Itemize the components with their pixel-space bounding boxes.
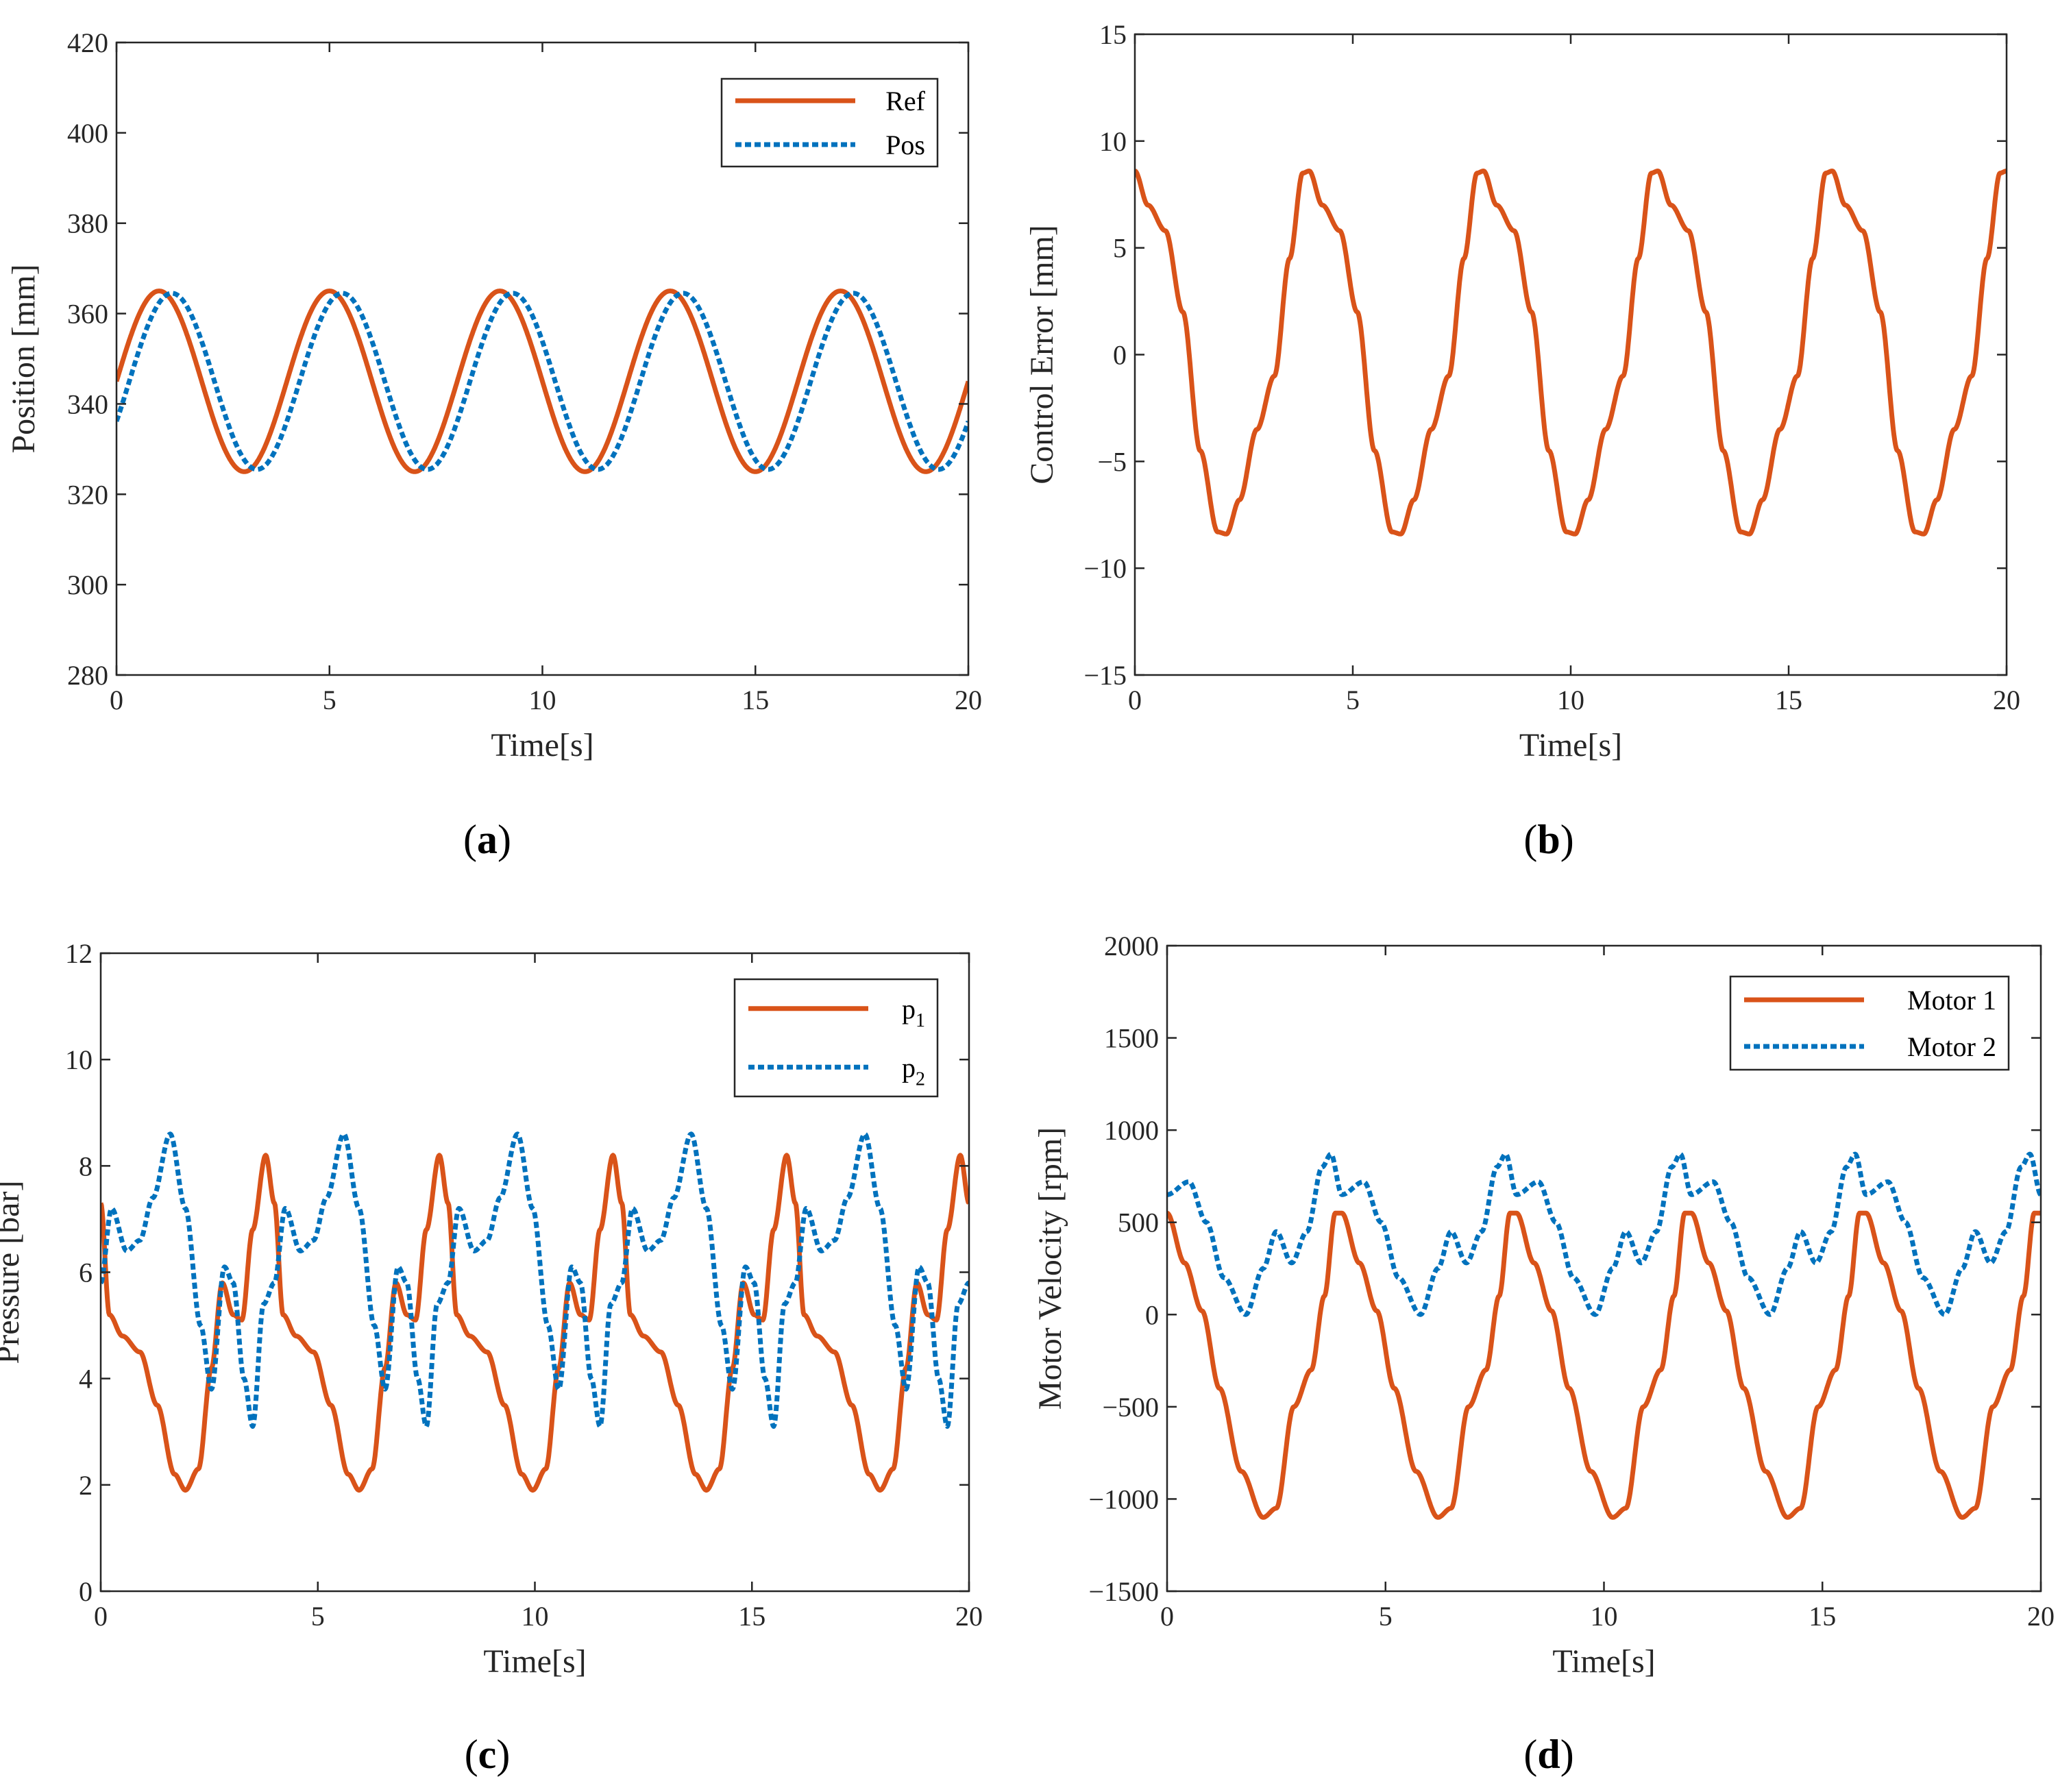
legend-label-1: p1 bbox=[902, 994, 925, 1031]
y-tick-label: 4 bbox=[79, 1364, 93, 1395]
x-tick-label: 10 bbox=[1591, 1601, 1618, 1632]
plot-frame bbox=[1133, 33, 2008, 676]
panel-caption: (a) bbox=[463, 817, 511, 862]
y-axis-label: Motor Velocity [rpm] bbox=[1032, 1127, 1068, 1410]
legend-box bbox=[1729, 975, 2010, 1071]
legend-label-1: Motor 1 bbox=[1907, 985, 1996, 1016]
x-tick-label: 15 bbox=[1775, 685, 1802, 715]
series-line-motor-1 bbox=[1167, 1210, 2041, 1520]
x-tick-label: 0 bbox=[110, 685, 123, 715]
x-tick-label: 0 bbox=[1160, 1601, 1174, 1632]
x-tick-label: 20 bbox=[955, 1601, 983, 1632]
y-tick-label: 0 bbox=[1113, 340, 1127, 371]
y-tick-label: −15 bbox=[1083, 660, 1127, 691]
x-tick-label: 15 bbox=[742, 685, 769, 715]
x-tick-label: 0 bbox=[94, 1601, 108, 1632]
chart-panel-b: 0 5 10 15 20 −15 −10 −5 0 5 10 15 Time[s] Control Err… bbox=[1024, 19, 2020, 862]
x-tick-label: 5 bbox=[323, 685, 336, 715]
x-tick-label: 5 bbox=[311, 1601, 325, 1632]
y-tick-label: 1000 bbox=[1104, 1115, 1159, 1146]
x-tick-label: 10 bbox=[522, 1601, 549, 1632]
y-axis-label: Control Error [mm] bbox=[1024, 225, 1060, 484]
y-tick-label: 500 bbox=[1118, 1207, 1159, 1238]
y-tick-label: −1500 bbox=[1088, 1576, 1159, 1607]
y-axis-label: Position [mm] bbox=[5, 264, 42, 453]
legend-label-2: Pos bbox=[885, 130, 925, 160]
y-tick-label: 380 bbox=[67, 208, 108, 239]
x-tick-label: 5 bbox=[1379, 1601, 1393, 1632]
x-axis-label: Time[s] bbox=[483, 1643, 586, 1680]
legend: Ref Pos bbox=[720, 77, 939, 168]
y-tick-label: 8 bbox=[79, 1151, 93, 1181]
y-tick-label: 2000 bbox=[1104, 931, 1159, 961]
x-tick-label: 10 bbox=[1557, 685, 1584, 715]
y-tick-label: −1000 bbox=[1088, 1484, 1159, 1514]
y-tick-label: 280 bbox=[67, 660, 108, 691]
y-tick-label: 10 bbox=[1099, 126, 1127, 157]
chart-panel-c: 0 5 10 15 20 0 2 4 6 8 10 12 Time[s] Pressure [bar] p1… bbox=[0, 938, 983, 1777]
y-tick-label: 320 bbox=[67, 479, 108, 510]
chart-panel-d: 0 5 10 15 20 −1500 −1000 −500 0 500 1000 1500 2000 Ti… bbox=[1032, 931, 2055, 1777]
y-tick-label: 10 bbox=[65, 1044, 93, 1075]
x-tick-label: 15 bbox=[738, 1601, 765, 1632]
panel-caption: (d) bbox=[1523, 1732, 1573, 1777]
series-line-pos bbox=[117, 291, 968, 472]
y-tick-label: 400 bbox=[67, 118, 108, 149]
legend-label-2: Motor 2 bbox=[1907, 1031, 1996, 1062]
legend: p1 p2 bbox=[733, 978, 939, 1098]
x-tick-label: 5 bbox=[1346, 685, 1360, 715]
x-axis-label: Time[s] bbox=[491, 727, 593, 763]
y-tick-label: 0 bbox=[79, 1576, 93, 1607]
legend-label-2: p2 bbox=[902, 1052, 925, 1090]
x-tick-label: 20 bbox=[955, 685, 982, 715]
series-line-ref bbox=[117, 289, 968, 474]
y-tick-label: 15 bbox=[1099, 19, 1127, 50]
panel-caption: (b) bbox=[1523, 817, 1573, 862]
x-axis-label: Time[s] bbox=[1519, 727, 1622, 763]
y-tick-label: −500 bbox=[1102, 1392, 1159, 1423]
y-tick-label: 360 bbox=[67, 299, 108, 330]
legend: Motor 1 Motor 2 bbox=[1729, 975, 2010, 1071]
y-tick-label: −5 bbox=[1097, 446, 1127, 477]
x-tick-label: 15 bbox=[1809, 1601, 1836, 1632]
x-tick-label: 20 bbox=[1993, 685, 2020, 715]
y-axis-label: Pressure [bar] bbox=[0, 1181, 26, 1364]
y-tick-label: 6 bbox=[79, 1257, 93, 1288]
legend-box bbox=[733, 978, 939, 1098]
x-tick-label: 10 bbox=[529, 685, 556, 715]
x-tick-label: 20 bbox=[2027, 1601, 2055, 1632]
y-tick-label: 1500 bbox=[1104, 1023, 1159, 1054]
series-line-p1 bbox=[101, 1153, 969, 1493]
legend-box bbox=[720, 77, 939, 168]
series-line-error bbox=[1135, 169, 2007, 537]
x-tick-label: 0 bbox=[1128, 685, 1142, 715]
y-tick-label: 340 bbox=[67, 389, 108, 419]
chart-panel-a: 0 5 10 15 20 280 300 320 340 360 380 400 420 Time[s] P… bbox=[5, 27, 982, 862]
y-tick-label: 2 bbox=[79, 1470, 93, 1501]
y-tick-label: 0 bbox=[1145, 1299, 1159, 1330]
y-tick-label: 300 bbox=[67, 569, 108, 600]
panel-caption: (c) bbox=[465, 1732, 511, 1777]
y-tick-label: 420 bbox=[67, 27, 108, 58]
y-tick-label: 5 bbox=[1113, 233, 1127, 264]
x-axis-label: Time[s] bbox=[1552, 1643, 1655, 1680]
series-line-motor-2 bbox=[1167, 1151, 2041, 1317]
y-tick-label: −10 bbox=[1083, 553, 1127, 584]
legend-label-1: Ref bbox=[885, 86, 925, 116]
series-line-p2 bbox=[101, 1131, 969, 1429]
y-tick-label: 12 bbox=[65, 938, 93, 969]
